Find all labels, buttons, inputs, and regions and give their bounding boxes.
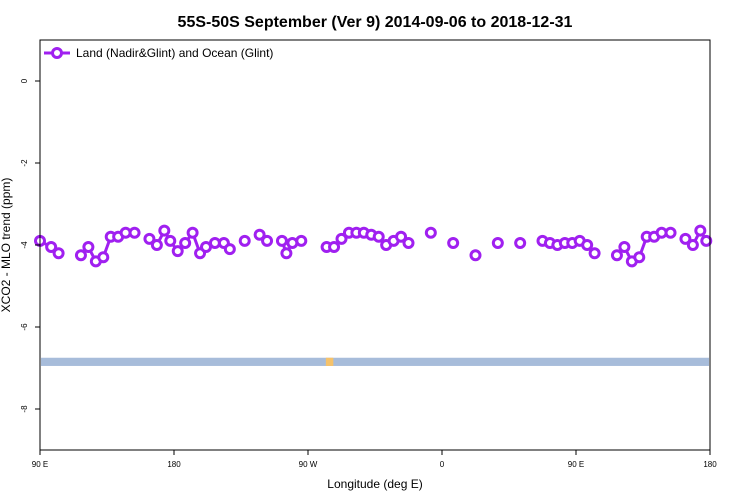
x-tick-label: 90 W <box>299 460 318 469</box>
y-axis: 0 -2 -4 -6 -8 <box>20 78 40 413</box>
y-tick-label: -8 <box>20 405 29 413</box>
data-point <box>335 232 348 245</box>
data-point <box>275 234 288 247</box>
data-point <box>74 249 87 262</box>
data-point <box>581 239 594 251</box>
map-band <box>41 357 709 366</box>
data-point <box>618 241 631 254</box>
x-tick-label: 0 <box>440 460 445 469</box>
data-point <box>610 249 623 262</box>
series-layer <box>34 224 713 268</box>
legend-label: Land (Nadir&Glint) and Ocean (Glint) <box>76 46 273 60</box>
y-tick-label: -2 <box>20 159 29 167</box>
data-point <box>700 234 713 247</box>
data-point <box>143 232 156 245</box>
data-point <box>164 234 177 247</box>
data-point <box>694 224 707 237</box>
map-band-strip <box>41 357 709 366</box>
data-point <box>424 226 437 239</box>
data-point <box>372 230 385 243</box>
data-point <box>514 236 527 249</box>
data-point <box>395 230 408 243</box>
data-point <box>223 243 236 256</box>
chart-title: 55S-50S September (Ver 9) 2014-09-06 to … <box>178 14 573 31</box>
data-point <box>261 234 274 247</box>
legend-marker <box>51 47 63 59</box>
x-tick-label: 90 E <box>568 460 584 469</box>
data-point <box>158 224 171 237</box>
data-point <box>253 228 266 241</box>
y-tick-label: -6 <box>20 323 29 331</box>
data-point <box>469 249 482 262</box>
x-tick-label: 180 <box>167 460 181 469</box>
data-point <box>45 241 58 254</box>
data-point <box>200 241 213 254</box>
data-point <box>686 239 699 251</box>
x-tick-label: 180 <box>703 460 717 469</box>
data-point <box>280 247 293 260</box>
data-point <box>633 251 646 264</box>
data-point <box>171 245 184 258</box>
legend: Land (Nadir&Glint) and Ocean (Glint) <box>44 46 273 60</box>
y-tick-label: 0 <box>20 78 29 83</box>
plot-frame <box>39 39 711 451</box>
data-point <box>447 236 460 249</box>
x-tick-label: 90 E <box>32 460 48 469</box>
data-point <box>186 226 199 239</box>
data-point <box>328 241 341 254</box>
data-point <box>402 236 415 249</box>
data-point <box>179 236 192 249</box>
data-point <box>238 234 251 247</box>
data-point <box>82 241 95 254</box>
map-band-highlight <box>325 357 334 366</box>
data-point <box>491 236 504 249</box>
x-axis-label: Longitude (deg E) <box>327 477 422 491</box>
data-point <box>97 251 110 264</box>
data-point <box>150 239 163 251</box>
y-axis-label: XCO2 - MLO trend (ppm) <box>0 178 13 313</box>
x-axis: 90 E 180 90 W 0 90 E 180 <box>32 450 717 469</box>
data-point <box>679 232 692 245</box>
data-point <box>52 247 65 260</box>
data-point <box>295 234 308 247</box>
data-point <box>664 226 677 239</box>
data-point <box>588 247 601 260</box>
data-point <box>128 226 141 239</box>
y-tick-label: -4 <box>20 241 29 249</box>
